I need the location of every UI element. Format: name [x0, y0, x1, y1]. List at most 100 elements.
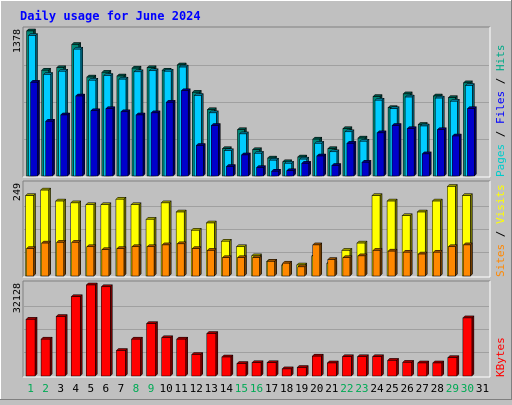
day-label: 28 — [431, 382, 444, 395]
day-label: 11 — [175, 382, 188, 395]
bar-sites-day-25 — [387, 248, 398, 277]
bar-kbytes-day-22-side — [351, 354, 354, 377]
bar-sites-day-11-side — [183, 241, 187, 277]
bar-pages-day-2 — [44, 118, 56, 177]
bar-kbytes-day-24 — [371, 354, 385, 377]
bar-kbytes-day-2-face — [40, 338, 51, 377]
bar-pages-day-4 — [75, 93, 86, 177]
bar-kbytes-day-16-face — [251, 362, 262, 377]
day-label: 8 — [133, 382, 140, 395]
bar-sites-day-1-side — [33, 245, 36, 277]
bar-sites-day-22-face — [342, 257, 351, 277]
day-label: 23 — [355, 382, 368, 395]
bar-kbytes-day-13 — [206, 330, 219, 377]
day-label: 14 — [220, 382, 234, 395]
day-label: 26 — [401, 382, 414, 395]
bar-sites-day-20 — [312, 242, 323, 277]
bar-sites-day-7-side — [123, 245, 127, 277]
bar-pages-day-16 — [255, 164, 267, 177]
bar-sites-day-23-face — [357, 255, 366, 277]
bar-sites-day-14-side — [229, 255, 232, 277]
day-label: 19 — [295, 382, 308, 395]
bar-pages-day-3-face — [60, 114, 68, 177]
bar-kbytes-day-27-side — [426, 360, 429, 377]
day-label: 10 — [159, 382, 172, 395]
bar-kbytes-day-15-face — [236, 363, 247, 377]
day-label: 16 — [250, 382, 263, 395]
bar-pages-day-28-face — [437, 129, 445, 177]
bar-kbytes-day-11-face — [176, 338, 186, 377]
bar-kbytes-day-10-side — [170, 335, 173, 377]
bar-sites-day-12 — [191, 245, 202, 277]
bar-pages-day-27 — [421, 151, 432, 177]
bar-sites-day-3-side — [63, 239, 66, 277]
bar-kbytes-day-13-face — [206, 333, 217, 377]
bar-kbytes-day-19-face — [296, 367, 307, 377]
bar-kbytes-day-21 — [326, 360, 339, 377]
bar-pages-day-14 — [225, 163, 236, 177]
bar-sites-day-16-side — [259, 255, 262, 277]
bar-sites-day-14-face — [222, 257, 230, 277]
bar-kbytes-day-18 — [281, 366, 294, 377]
bar-pages-day-15-face — [241, 154, 249, 177]
day-label: 27 — [416, 382, 429, 395]
bar-kbytes-day-27 — [417, 360, 430, 377]
series-kbytes — [25, 282, 475, 377]
bar-sites-day-22 — [342, 255, 353, 277]
bar-sites-day-2-side — [48, 240, 51, 277]
bar-pages-day-27-face — [421, 153, 430, 177]
bar-pages-day-16-face — [256, 167, 264, 177]
bar-sites-day-7 — [116, 245, 127, 277]
bar-kbytes-day-2 — [40, 336, 53, 377]
bar-kbytes-day-10-face — [161, 337, 171, 377]
bar-kbytes-day-6-face — [101, 286, 111, 377]
bar-pages-day-17-face — [271, 171, 279, 177]
bar-kbytes-day-23-side — [366, 354, 369, 377]
bar-kbytes-day-20-face — [312, 355, 322, 377]
bar-kbytes-day-1 — [25, 316, 38, 377]
legend-item-files: Files — [494, 91, 507, 124]
bar-sites-day-7-face — [116, 248, 125, 277]
bar-sites-day-3 — [56, 239, 67, 277]
bar-sites-day-13 — [206, 247, 217, 277]
bar-sites-day-14 — [221, 255, 232, 277]
bar-pages-day-13 — [210, 122, 221, 177]
bar-pages-day-22-face — [346, 143, 355, 177]
bar-pages-day-1-face — [30, 82, 38, 177]
bar-sites-day-24-face — [372, 250, 381, 277]
bar-sites-day-21 — [327, 256, 338, 277]
day-label: 22 — [340, 382, 353, 395]
bar-kbytes-day-8-side — [140, 336, 143, 377]
bar-kbytes-day-24-side — [381, 354, 384, 377]
legend-separator: / — [494, 71, 507, 91]
bar-kbytes-day-27-face — [417, 362, 427, 377]
bar-kbytes-day-12 — [191, 351, 204, 377]
bar-sites-day-8-face — [131, 246, 140, 277]
bar-sites-day-10 — [161, 242, 172, 277]
bar-kbytes-day-21-face — [327, 362, 337, 377]
bar-kbytes-day-25-side — [396, 357, 399, 377]
bar-pages-day-6-side — [112, 106, 116, 177]
bar-pages-day-8-face — [135, 114, 144, 177]
bar-pages-day-4-face — [75, 95, 83, 177]
legend-item-hits: Hits — [494, 45, 507, 72]
bar-sites-day-12-face — [191, 248, 200, 277]
bar-kbytes-day-3 — [55, 313, 68, 377]
bar-pages-day-20-side — [323, 153, 327, 177]
bar-sites-day-5 — [86, 244, 97, 277]
bar-kbytes-day-26 — [402, 359, 415, 377]
bar-kbytes-day-16 — [251, 360, 264, 377]
bar-pages-day-11-face — [180, 90, 189, 177]
y-max-label: 249 — [12, 183, 23, 201]
bar-kbytes-day-1-face — [25, 319, 36, 377]
bar-sites-day-6 — [101, 247, 112, 277]
bar-sites-day-1-face — [26, 248, 34, 277]
bar-kbytes-day-1-side — [34, 316, 38, 377]
day-label: 2 — [42, 382, 49, 395]
bar-sites-day-26 — [402, 249, 413, 277]
bar-kbytes-day-8 — [130, 336, 144, 377]
bar-sites-day-21-side — [334, 256, 338, 277]
bar-sites-day-16-face — [252, 257, 260, 277]
bar-kbytes-day-19 — [296, 364, 309, 377]
